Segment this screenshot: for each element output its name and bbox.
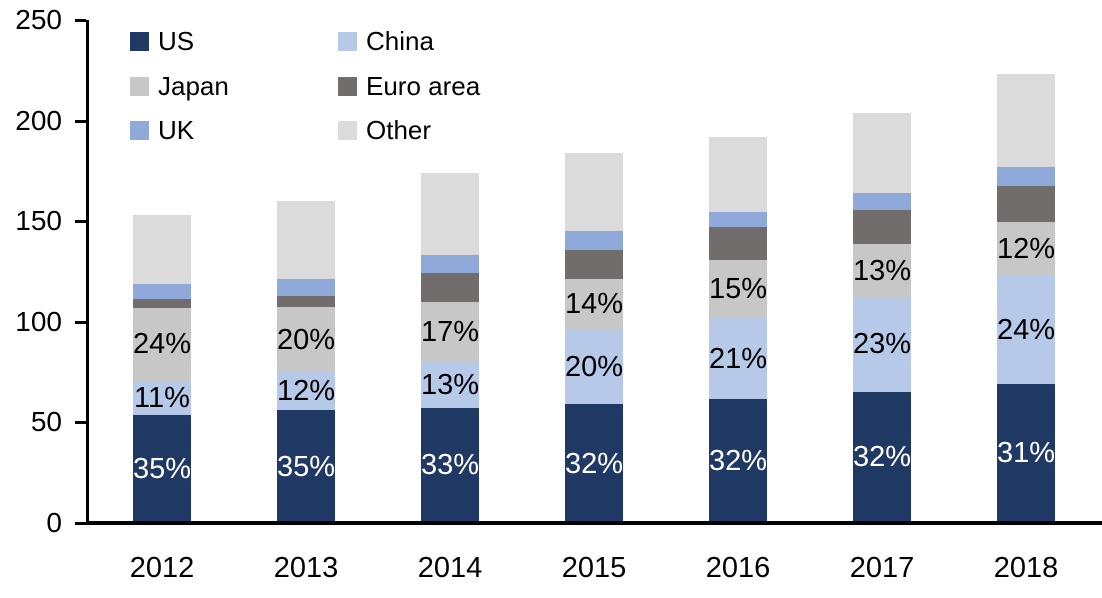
x-tick-label-2018: 2018	[993, 552, 1059, 584]
legend-item-uk: UK	[130, 114, 195, 145]
bar-2017-segment-japan	[853, 243, 911, 298]
bar-2018-segment-euro-area	[997, 186, 1055, 223]
legend-label: Euro area	[366, 70, 481, 101]
bar-2014-segment-china	[421, 362, 479, 408]
bar-2014-segment-uk	[421, 255, 479, 274]
y-tick-label: 100	[15, 305, 62, 337]
x-tick-label-2015: 2015	[561, 552, 627, 584]
y-tick-mark	[75, 19, 86, 22]
y-tick-label: 150	[15, 205, 62, 237]
bar-2017-segment-china	[853, 297, 911, 392]
x-tick-label-2013: 2013	[273, 552, 339, 584]
legend-label: US	[158, 25, 195, 56]
bar-2017-segment-uk	[853, 192, 911, 210]
x-tick-label-2012: 2012	[129, 552, 195, 584]
bar-2017-segment-euro-area	[853, 209, 911, 244]
bar-2014-segment-us	[421, 407, 479, 523]
y-tick-mark	[75, 119, 86, 123]
legend-swatch-china	[338, 31, 357, 51]
y-tick-label: 250	[15, 4, 62, 35]
bar-2017-segment-other	[853, 112, 911, 193]
bar-2018-segment-us	[997, 383, 1055, 523]
bar-2016-segment-japan	[709, 260, 767, 319]
bar-2013-segment-other	[277, 201, 335, 280]
legend-swatch-other	[338, 120, 357, 140]
legend-label: UK	[158, 114, 195, 145]
legend-item-china: China	[338, 25, 434, 56]
y-tick-mark	[75, 522, 86, 525]
legend-label: Other	[366, 114, 432, 145]
y-axis-line	[86, 20, 89, 523]
legend-swatch-japan	[130, 76, 149, 96]
bar-2016-segment-uk	[709, 212, 767, 228]
bar-2016-segment-china	[709, 318, 767, 400]
bar-2016-segment-us	[709, 399, 767, 523]
bar-2013-segment-uk	[277, 279, 335, 297]
bar-2015-segment-other	[565, 152, 623, 232]
bar-2015-segment-us	[565, 404, 623, 523]
bar-2018-segment-china	[997, 276, 1055, 384]
legend-item-japan: Japan	[130, 70, 229, 101]
bar-2013-segment-japan	[277, 307, 335, 372]
bar-2015-segment-china	[565, 330, 623, 405]
bar-2017-segment-us	[853, 391, 911, 523]
bar-2018-segment-other	[997, 74, 1055, 168]
x-tick-label-2017: 2017	[849, 552, 915, 584]
bar-2018-segment-uk	[997, 167, 1055, 187]
legend-swatch-us	[130, 31, 149, 51]
bar-2013-segment-china	[277, 371, 335, 411]
bar-2012-segment-china	[133, 381, 191, 416]
legend-item-us: US	[130, 25, 195, 56]
legend-label: Japan	[158, 70, 229, 101]
bar-2013-segment-euro-area	[277, 296, 335, 308]
bar-2012-segment-us	[133, 415, 191, 523]
bar-2015-segment-uk	[565, 231, 623, 250]
bar-2012-segment-uk	[133, 284, 191, 300]
bar-2018-segment-japan	[997, 222, 1055, 277]
legend-swatch-euro-area	[338, 76, 357, 96]
bar-2012-segment-euro-area	[133, 299, 191, 308]
legend-label: China	[366, 25, 434, 56]
bar-2015-segment-euro-area	[565, 249, 623, 279]
y-tick-label: 200	[15, 104, 62, 136]
bar-2014-segment-other	[421, 172, 479, 256]
bar-2014-segment-euro-area	[421, 273, 479, 303]
bar-2014-segment-japan	[421, 302, 479, 363]
x-axis-line	[86, 521, 1102, 525]
x-tick-label-2014: 2014	[417, 552, 483, 584]
y-tick-label: 0	[46, 507, 62, 538]
legend-swatch-uk	[130, 120, 149, 140]
bar-2016-segment-other	[709, 136, 767, 213]
bar-2013-segment-us	[277, 410, 335, 523]
y-tick-mark	[75, 421, 86, 425]
bar-2012-segment-other	[133, 215, 191, 285]
bar-2012-segment-japan	[133, 307, 191, 382]
y-tick-mark	[75, 320, 86, 324]
y-tick-mark	[75, 220, 86, 224]
bar-2015-segment-japan	[565, 278, 623, 331]
y-tick-label: 50	[30, 406, 62, 438]
x-tick-label-2016: 2016	[705, 552, 771, 584]
legend-item-euro-area: Euro area	[338, 70, 481, 101]
legend-item-other: Other	[338, 114, 432, 145]
bar-2016-segment-euro-area	[709, 227, 767, 261]
